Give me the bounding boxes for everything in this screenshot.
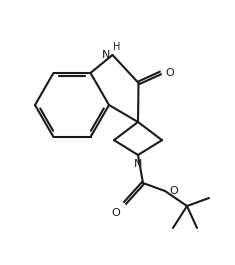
Text: H: H (113, 42, 120, 52)
Text: N: N (134, 159, 142, 169)
Text: O: O (111, 208, 120, 218)
Text: N: N (102, 50, 110, 60)
Text: O: O (165, 68, 174, 78)
Text: O: O (169, 186, 178, 196)
